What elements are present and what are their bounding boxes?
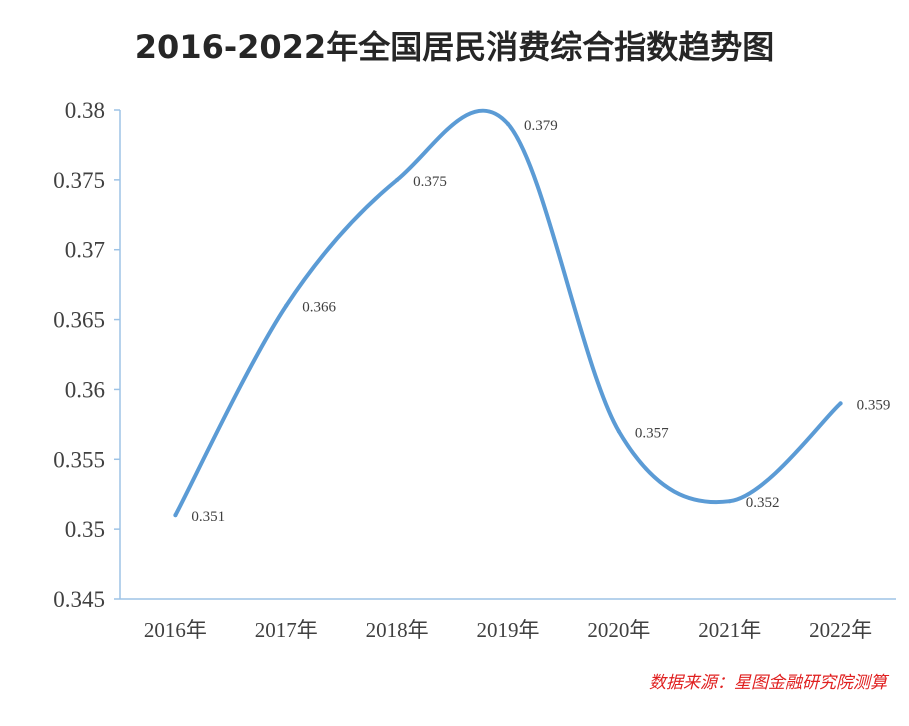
y-axis: 0.345 0.35 0.355 0.36 0.365 0.37 0.375 0.38 bbox=[53, 98, 121, 612]
data-point bbox=[838, 401, 843, 406]
y-tick-label: 0.38 bbox=[65, 98, 105, 123]
x-tick-label: 2018年 bbox=[366, 618, 429, 642]
data-labels: 0.351 0.366 0.375 0.379 0.357 0.352 0.359 bbox=[191, 118, 890, 525]
source-note: 数据来源：星图金融研究院测算 bbox=[649, 673, 887, 693]
y-tick-label: 0.35 bbox=[65, 517, 105, 542]
data-label: 0.352 bbox=[746, 495, 780, 511]
y-tick-label: 0.355 bbox=[53, 447, 105, 472]
data-label: 0.357 bbox=[635, 425, 669, 441]
y-tick-label: 0.37 bbox=[65, 238, 105, 263]
data-point bbox=[284, 303, 289, 308]
x-tick-label: 2017年 bbox=[255, 618, 318, 642]
data-point bbox=[616, 429, 621, 434]
series-group bbox=[173, 108, 843, 518]
data-label: 0.379 bbox=[524, 118, 558, 134]
data-label: 0.366 bbox=[302, 300, 336, 316]
data-label: 0.375 bbox=[413, 174, 447, 190]
data-label: 0.359 bbox=[857, 397, 891, 413]
data-point bbox=[173, 513, 178, 518]
x-tick-label: 2019年 bbox=[477, 618, 540, 642]
data-label: 0.351 bbox=[191, 509, 225, 525]
y-tick-label: 0.375 bbox=[53, 168, 105, 193]
data-point bbox=[727, 499, 732, 504]
x-axis: 2016年 2017年 2018年 2019年 2020年 2021年 2022年 bbox=[120, 598, 896, 642]
y-tick-label: 0.36 bbox=[65, 377, 105, 402]
x-tick-label: 2016年 bbox=[144, 618, 207, 642]
y-tick-label: 0.365 bbox=[53, 308, 105, 333]
data-point bbox=[395, 177, 400, 182]
y-tick-label: 0.345 bbox=[53, 587, 105, 612]
series-line bbox=[173, 108, 843, 518]
x-tick-label: 2020年 bbox=[587, 618, 650, 642]
x-tick-label: 2022年 bbox=[809, 618, 872, 642]
chart-title: 2016-2022年全国居民消费综合指数趋势图 bbox=[134, 28, 775, 66]
x-tick-label: 2021年 bbox=[698, 618, 761, 642]
data-point bbox=[506, 121, 510, 126]
